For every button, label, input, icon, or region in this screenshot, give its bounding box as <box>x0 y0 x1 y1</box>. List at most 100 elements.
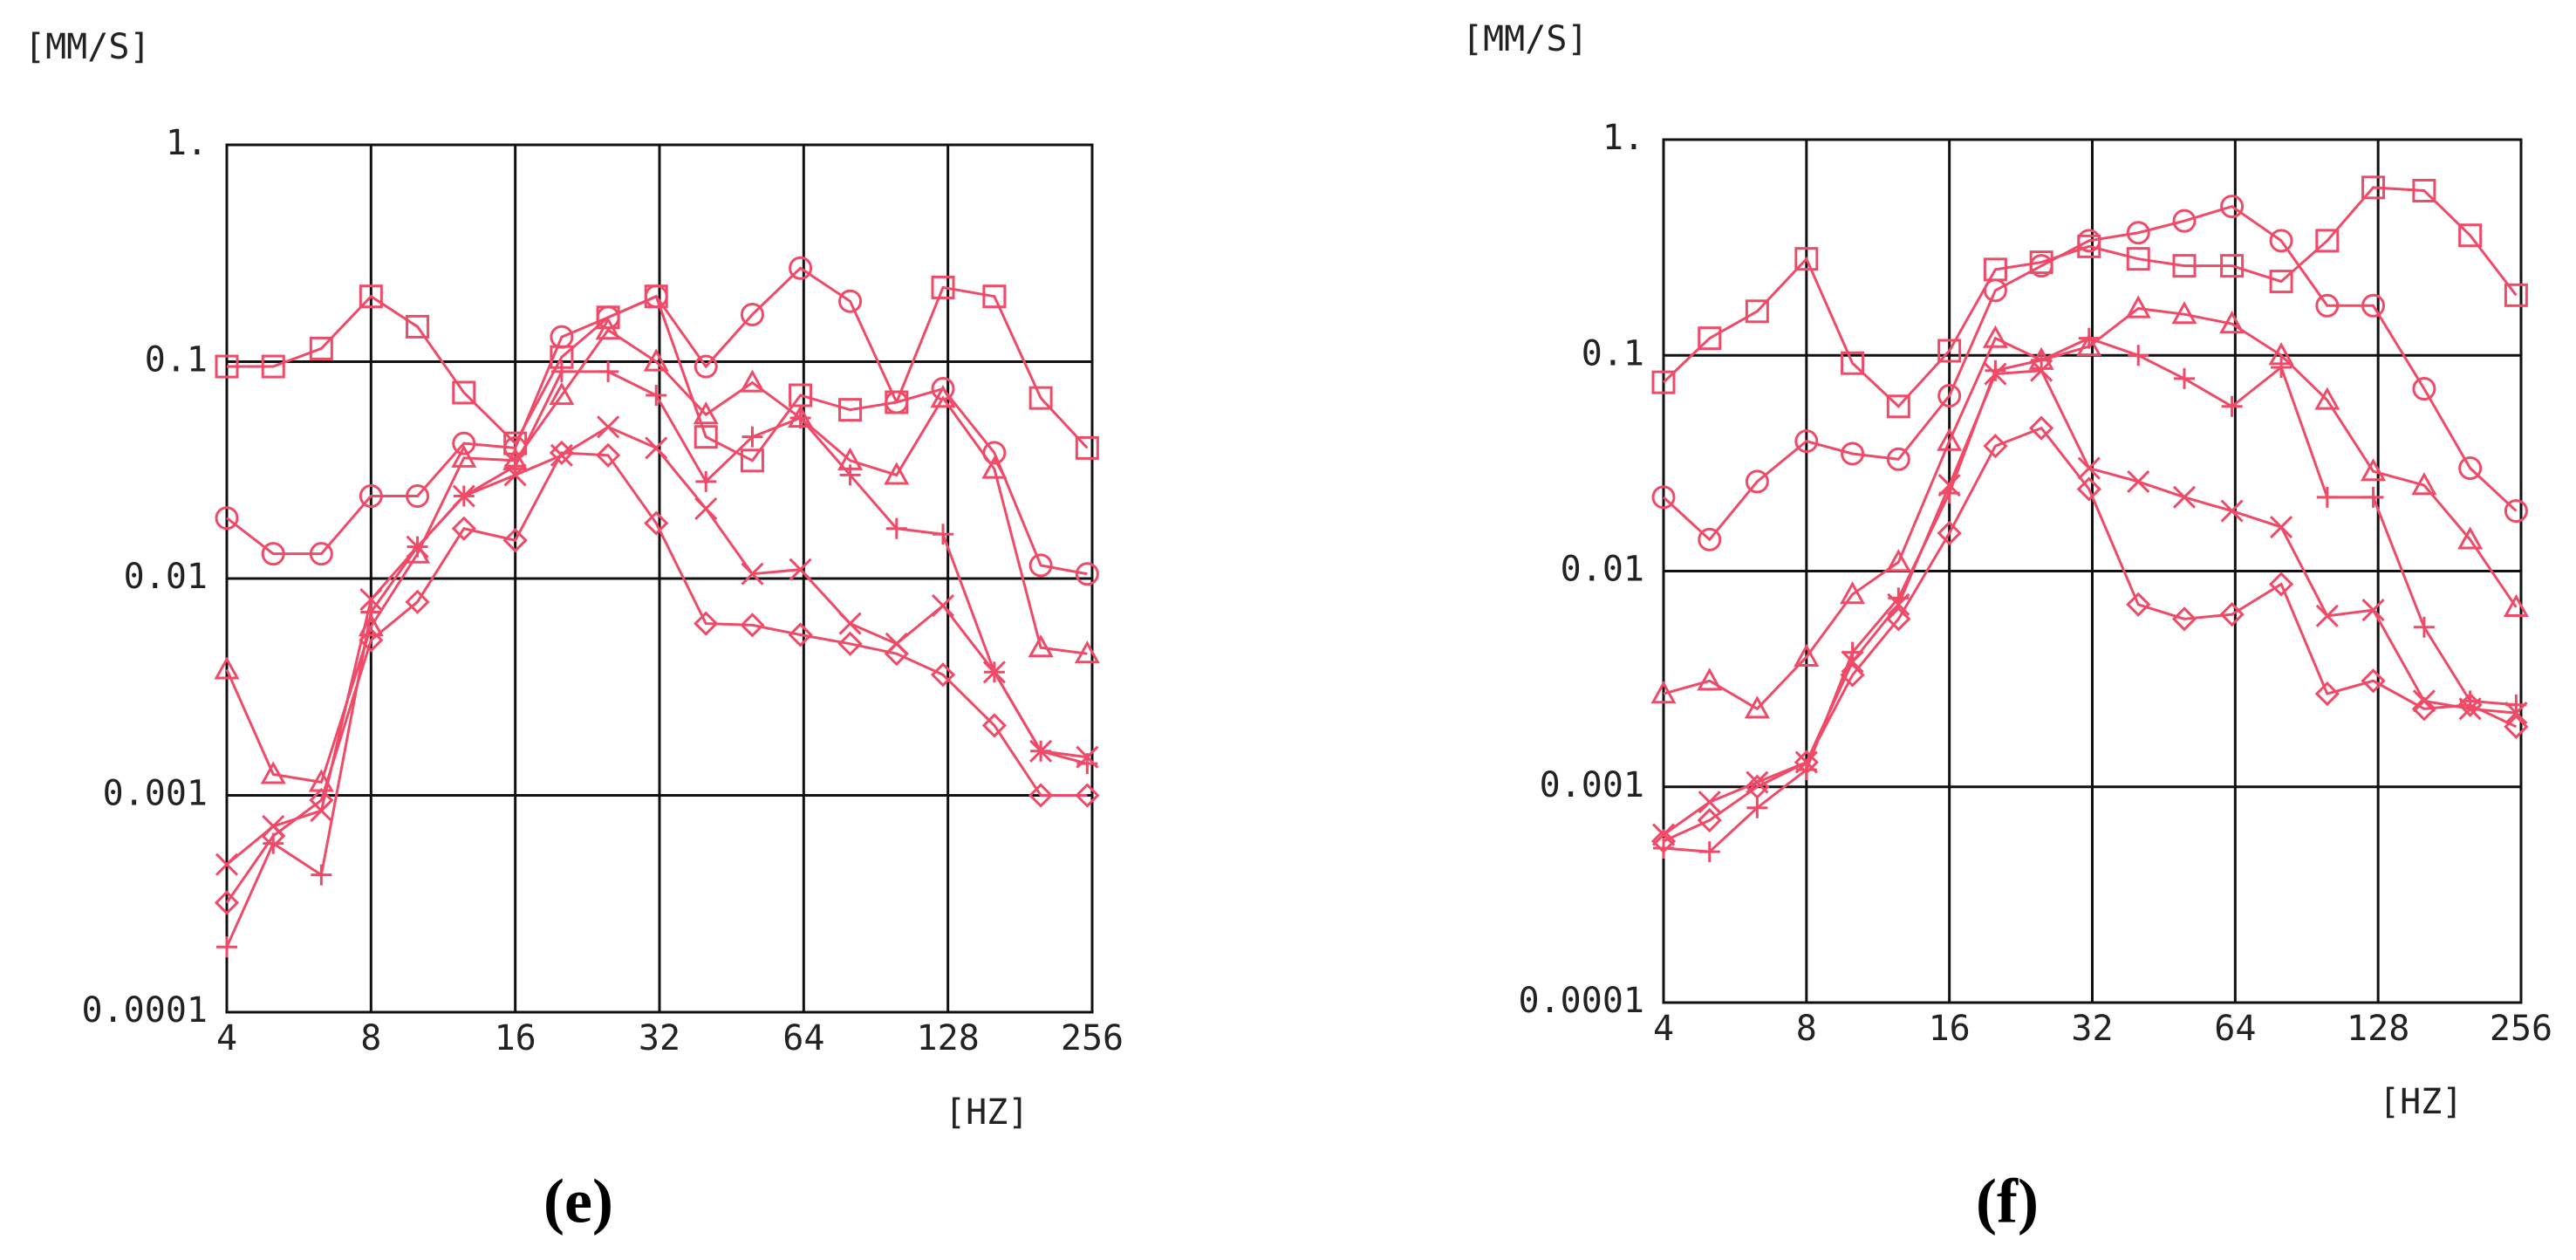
marker <box>549 381 575 406</box>
marker <box>981 455 1008 479</box>
marker <box>1698 326 1722 351</box>
marker <box>504 455 526 477</box>
series-line <box>1663 426 2518 843</box>
marker <box>1697 668 1723 691</box>
marker <box>2361 293 2386 318</box>
marker <box>1886 606 1911 632</box>
marker <box>1982 325 2008 348</box>
marker <box>2457 526 2484 550</box>
marker <box>2271 356 2292 378</box>
marker <box>2504 702 2528 725</box>
marker <box>1075 435 1099 460</box>
marker <box>309 336 333 360</box>
x-tick-label: 4 <box>1653 1009 1674 1049</box>
marker <box>1746 797 1768 818</box>
marker <box>695 470 717 492</box>
marker <box>359 627 384 653</box>
marker <box>550 325 574 349</box>
marker <box>215 506 239 531</box>
x-axis-label: [HZ] <box>945 1092 1028 1133</box>
marker <box>1028 783 1054 808</box>
marker <box>1937 384 1962 408</box>
y-tick-label: 0.1 <box>1582 333 1644 373</box>
marker <box>1983 278 2007 303</box>
y-tick-label: 0.001 <box>103 774 208 814</box>
x-tick-label: 8 <box>360 1018 381 1058</box>
marker <box>2269 229 2293 253</box>
marker <box>1028 634 1054 658</box>
series-line <box>225 328 1088 784</box>
marker <box>1794 429 1819 454</box>
series-line <box>1663 369 2517 836</box>
marker <box>1029 739 1053 763</box>
marker <box>595 317 621 340</box>
x-tick-label: 16 <box>495 1018 536 1058</box>
y-tick-label: 0.1 <box>145 340 208 380</box>
marker <box>2411 472 2437 496</box>
series-line <box>1663 337 2517 853</box>
marker <box>2458 456 2483 481</box>
marker <box>2171 301 2197 325</box>
marker <box>2220 254 2245 278</box>
marker <box>1886 447 1910 471</box>
marker <box>2128 345 2149 366</box>
marker <box>2219 601 2245 627</box>
marker <box>1745 299 1769 324</box>
x-tick-label: 32 <box>2071 1009 2113 1049</box>
x-tick-label: 8 <box>1796 1009 1817 1049</box>
marker <box>644 510 669 536</box>
marker <box>2172 209 2197 233</box>
marker <box>789 407 811 429</box>
marker <box>2316 486 2338 508</box>
marker <box>2269 270 2293 294</box>
marker <box>645 436 668 460</box>
marker <box>1937 520 1962 546</box>
marker <box>2126 247 2150 271</box>
marker <box>646 384 667 406</box>
marker <box>2315 229 2340 253</box>
marker <box>2270 515 2293 539</box>
marker <box>596 305 620 330</box>
marker <box>502 528 528 553</box>
marker <box>452 431 476 455</box>
marker <box>2076 476 2101 502</box>
marker <box>2362 486 2384 508</box>
marker <box>1840 662 1865 688</box>
marker <box>885 390 909 414</box>
marker <box>1650 681 1677 704</box>
marker <box>694 611 719 636</box>
marker <box>931 593 955 618</box>
marker <box>885 517 907 539</box>
y-tick-label: 0.001 <box>1540 765 1644 805</box>
y-tick-label: 1. <box>1602 118 1644 158</box>
marker <box>2030 359 2053 382</box>
marker <box>789 558 812 581</box>
marker <box>2219 311 2245 334</box>
marker <box>359 284 383 309</box>
marker <box>2412 178 2436 202</box>
marker <box>2172 254 2197 278</box>
x-tick-label: 64 <box>782 1018 824 1058</box>
series-line <box>1663 306 2518 711</box>
marker <box>550 360 572 382</box>
marker <box>1794 643 1820 667</box>
marker <box>2077 229 2101 253</box>
marker <box>1698 791 1721 814</box>
marker <box>2221 395 2243 417</box>
x-tick-label: 256 <box>1061 1018 1124 1058</box>
marker <box>1651 370 1676 394</box>
marker <box>981 713 1008 738</box>
series-line <box>225 451 1088 904</box>
marker <box>1983 434 2008 459</box>
marker <box>839 464 861 486</box>
marker <box>214 890 240 915</box>
x-axis-label: [HZ] <box>2379 1082 2463 1122</box>
marker <box>694 496 718 520</box>
marker <box>2503 593 2529 618</box>
marker <box>2458 223 2483 248</box>
marker <box>694 354 718 379</box>
marker <box>2220 195 2245 219</box>
marker <box>741 426 763 448</box>
marker <box>740 449 764 473</box>
marker <box>1885 549 1911 572</box>
